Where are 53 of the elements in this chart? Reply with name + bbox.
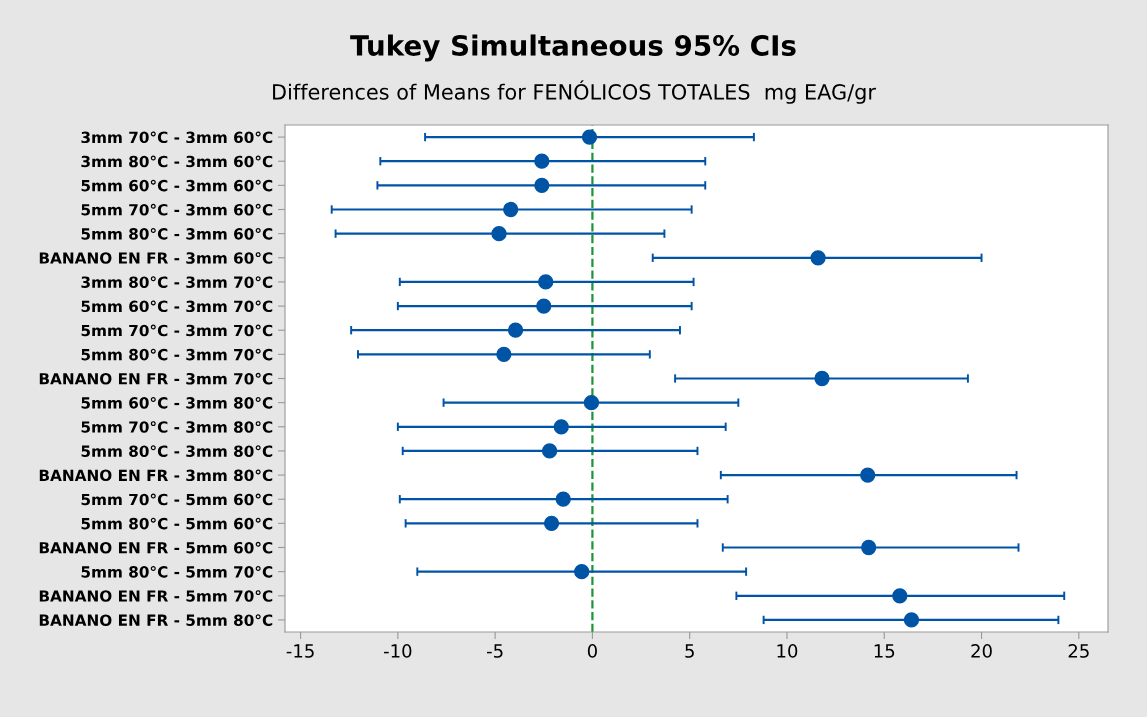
- y-tick-label: 5mm 60°C - 3mm 70°C: [81, 300, 273, 313]
- point: [507, 322, 524, 338]
- point: [574, 564, 590, 580]
- point: [555, 491, 571, 507]
- y-tick-label: 3mm 80°C - 3mm 60°C: [81, 155, 273, 168]
- x-tick-label: 20: [971, 644, 992, 658]
- y-tick-label: BANANO EN FR - 3mm 70°C: [39, 372, 273, 385]
- y-tick-label: 5mm 70°C - 3mm 60°C: [81, 203, 273, 216]
- y-tick-label: 5mm 80°C - 3mm 70°C: [81, 348, 273, 361]
- point: [503, 201, 519, 218]
- point: [496, 346, 512, 362]
- point: [536, 298, 552, 314]
- point: [861, 539, 877, 556]
- x-tick-label: 10: [777, 644, 798, 658]
- point: [538, 274, 554, 290]
- x-tick-label: 5: [685, 644, 694, 658]
- point: [541, 443, 558, 459]
- y-tick-label: 5mm 80°C - 5mm 60°C: [81, 517, 273, 530]
- y-tick-label: 5mm 70°C - 5mm 60°C: [81, 493, 273, 506]
- point: [491, 226, 507, 242]
- y-tick-label: 5mm 80°C - 3mm 60°C: [81, 228, 273, 240]
- point: [903, 612, 920, 628]
- point: [534, 177, 550, 193]
- y-tick-label: BANANO EN FR - 3mm 60°C: [39, 252, 273, 264]
- point: [581, 129, 598, 145]
- point: [892, 588, 908, 604]
- y-tick-label: BANANO EN FR - 5mm 70°C: [39, 590, 273, 602]
- x-tick-label: 0: [587, 644, 597, 658]
- y-tick-label: 5mm 60°C - 3mm 80°C: [81, 397, 273, 409]
- x-tick-label: -15: [286, 644, 314, 658]
- point: [543, 515, 560, 531]
- x-tick-label: 25: [1068, 644, 1089, 658]
- point: [810, 250, 826, 266]
- y-tick-label: 5mm 70°C - 3mm 70°C: [81, 324, 273, 337]
- x-tick-label: -10: [383, 644, 412, 658]
- point: [814, 370, 830, 387]
- point: [860, 467, 876, 483]
- point: [553, 419, 569, 435]
- x-tick-label: 15: [874, 644, 895, 658]
- y-tick-label: 3mm 80°C - 3mm 70°C: [81, 276, 273, 288]
- y-tick-label: 5mm 60°C - 3mm 60°C: [81, 179, 273, 192]
- y-tick-label: 3mm 70°C - 3mm 60°C: [81, 131, 273, 144]
- point: [534, 153, 550, 169]
- y-tick-label: 5mm 80°C - 3mm 80°C: [81, 445, 273, 457]
- point: [583, 395, 600, 411]
- y-tick-label: 5mm 80°C - 5mm 70°C: [81, 566, 273, 578]
- y-tick-label: BANANO EN FR - 5mm 80°C: [39, 614, 273, 626]
- y-tick-label: 5mm 70°C - 3mm 80°C: [81, 421, 273, 433]
- chart-title: Tukey Simultaneous 95% CIs: [350, 34, 796, 62]
- y-tick-label: BANANO EN FR - 5mm 60°C: [39, 541, 273, 554]
- x-tick-label: -5: [487, 644, 503, 658]
- chart-subtitle: Differences of Means for FENÓLICOS TOTALES mg EAG/gr: [273, 80, 876, 104]
- y-tick-label: BANANO EN FR - 3mm 80°C: [39, 469, 273, 482]
